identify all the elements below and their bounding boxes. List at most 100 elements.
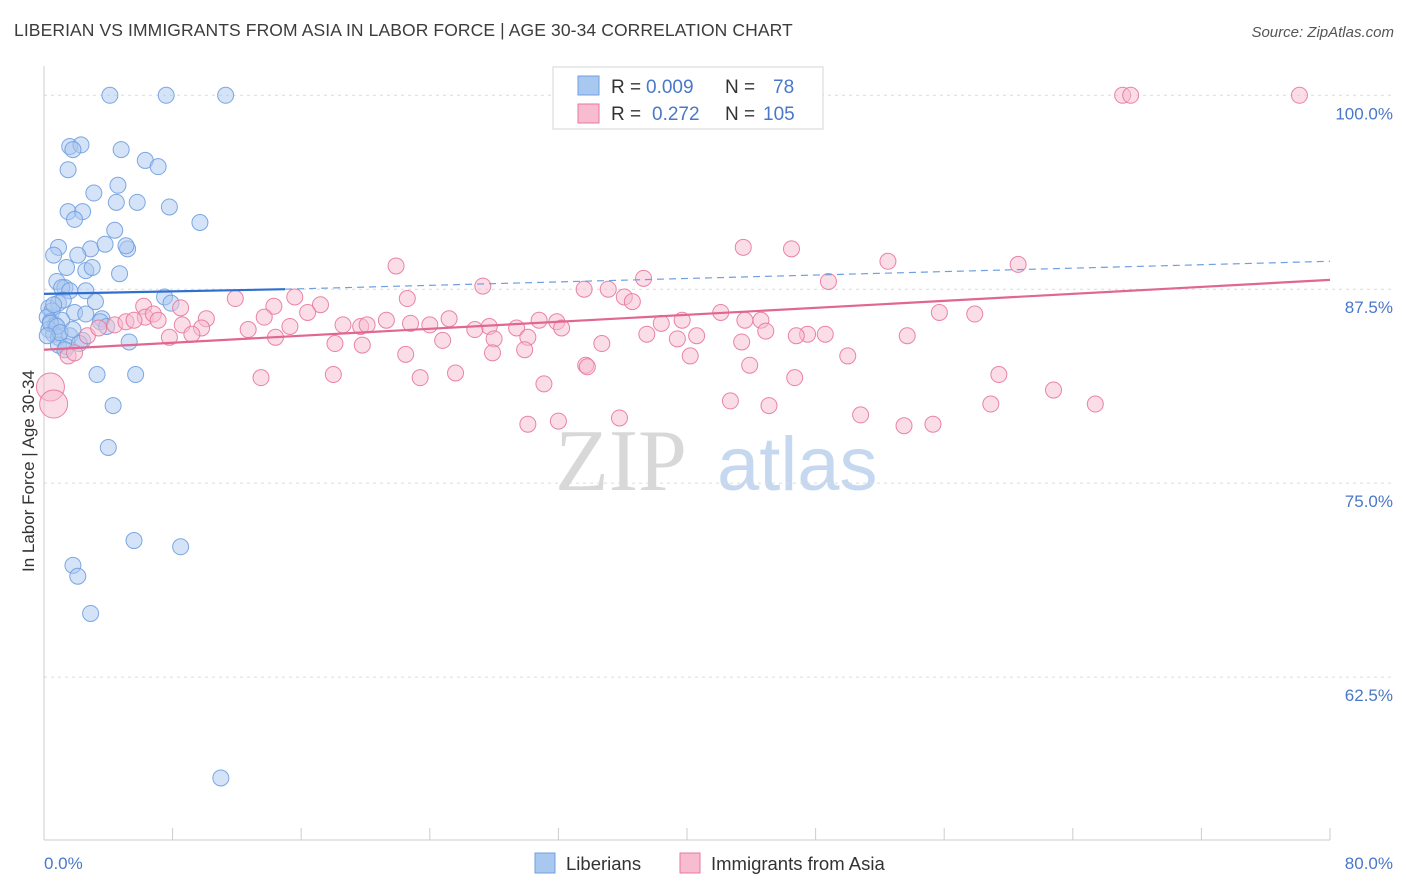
liberian-point-10 bbox=[109, 176, 127, 194]
bottom-legend-swatch-immigrants bbox=[679, 852, 701, 874]
asia-point-51 bbox=[757, 322, 775, 340]
asia-point-88 bbox=[519, 415, 537, 433]
asia-point-55 bbox=[485, 330, 503, 348]
liberian-point-6 bbox=[112, 141, 130, 159]
asia-point-63 bbox=[733, 333, 751, 351]
asia-point-90 bbox=[982, 395, 1000, 413]
asia-point-79 bbox=[411, 369, 429, 387]
legend-n-label-2: N = bbox=[725, 104, 755, 125]
asia-point-76 bbox=[578, 358, 596, 376]
asia-point-41 bbox=[334, 316, 352, 334]
asia-point-102 bbox=[924, 415, 942, 433]
asia-point-46 bbox=[421, 316, 439, 334]
asia-point-64 bbox=[787, 327, 805, 345]
asia-point-103 bbox=[990, 366, 1008, 384]
asia-point-82 bbox=[721, 392, 739, 410]
asia-point-44 bbox=[377, 311, 395, 329]
asia-point-69 bbox=[397, 345, 415, 363]
asia-point-52 bbox=[688, 327, 706, 345]
x-tick-label-1: 80.0% bbox=[1345, 854, 1393, 873]
liberian-point-63 bbox=[99, 438, 117, 456]
asia-point-68 bbox=[516, 341, 534, 359]
bottom-legend-label-liberians: Liberians bbox=[566, 853, 641, 874]
liberian-point-30 bbox=[111, 265, 129, 283]
liberian-point-18 bbox=[66, 210, 84, 228]
liberian-point-64 bbox=[125, 532, 143, 550]
asia-point-67 bbox=[353, 336, 371, 354]
asia-point-87 bbox=[610, 409, 628, 427]
asia-point-62 bbox=[668, 330, 686, 348]
asia-point-101 bbox=[1086, 395, 1104, 413]
legend-n-value-1: 78 bbox=[773, 77, 794, 98]
asia-point-50 bbox=[466, 321, 484, 339]
axes bbox=[43, 66, 1331, 841]
liberian-point-29 bbox=[83, 258, 101, 276]
asia-point-7 bbox=[635, 269, 653, 287]
watermark-zip: ZIP bbox=[555, 413, 687, 510]
asia-point-58 bbox=[160, 328, 178, 346]
asia-point-43 bbox=[358, 316, 376, 334]
liberian-point-74 bbox=[45, 296, 63, 314]
liberian-point-44 bbox=[77, 305, 95, 323]
asia-point-12 bbox=[226, 290, 244, 308]
asia-point-78 bbox=[324, 366, 342, 384]
asia-point-100 bbox=[1009, 255, 1027, 273]
asia-point-65 bbox=[593, 335, 611, 353]
asia-point-86 bbox=[549, 412, 567, 430]
liberian-point-35 bbox=[77, 282, 95, 300]
series-legend: Liberians Immigrants from Asia bbox=[534, 852, 885, 874]
asia-point-27 bbox=[440, 310, 458, 328]
trend-line-liberians-extension bbox=[285, 260, 1331, 290]
asia-point-81 bbox=[535, 375, 553, 393]
asia-point-74 bbox=[741, 356, 759, 374]
liberian-point-67 bbox=[69, 567, 87, 585]
liberian-point-2 bbox=[217, 86, 235, 104]
asia-point-16 bbox=[623, 293, 641, 311]
asia-point-45 bbox=[402, 314, 420, 332]
legend-r-value-2: 0.272 bbox=[652, 104, 700, 125]
liberian-point-69 bbox=[212, 769, 230, 787]
liberian-point-68 bbox=[82, 604, 100, 622]
trend-lines bbox=[43, 260, 1331, 351]
asia-point-30 bbox=[652, 314, 670, 332]
asia-point-57 bbox=[183, 325, 201, 343]
liberian-point-1 bbox=[157, 86, 175, 104]
asia-point-18 bbox=[265, 297, 283, 315]
asia-point-84 bbox=[760, 397, 778, 415]
legend-r-label-2: R = bbox=[611, 104, 641, 125]
asia-point-14 bbox=[398, 290, 416, 308]
liberian-point-60 bbox=[88, 366, 106, 384]
liberian-point-58 bbox=[120, 333, 138, 351]
x-tick-label-0: 0.0% bbox=[44, 854, 83, 873]
asia-point-3 bbox=[734, 238, 752, 256]
liberian-point-8 bbox=[149, 158, 167, 176]
asia-point-96 bbox=[90, 319, 108, 337]
asia-point-17 bbox=[311, 296, 329, 314]
bottom-legend-swatch-liberians bbox=[534, 852, 556, 874]
asia-point-24 bbox=[299, 303, 317, 321]
asia-point-8 bbox=[819, 272, 837, 290]
liberian-point-25 bbox=[45, 246, 63, 264]
stats-legend: R = 0.009 N = 78 R = 0.272 N = 105 bbox=[552, 66, 824, 130]
legend-n-label-1: N = bbox=[725, 77, 755, 98]
series-liberians bbox=[38, 86, 235, 787]
liberian-point-27 bbox=[58, 258, 76, 276]
asia-point-66 bbox=[326, 335, 344, 353]
liberian-point-19 bbox=[106, 221, 124, 239]
liberian-point-5 bbox=[64, 141, 82, 159]
asia-point-2 bbox=[1290, 86, 1308, 104]
liberian-point-13 bbox=[128, 193, 146, 211]
asia-point-99 bbox=[125, 311, 143, 329]
chart-title: LIBERIAN VS IMMIGRANTS FROM ASIA IN LABO… bbox=[14, 20, 793, 40]
liberian-point-11 bbox=[85, 184, 103, 202]
asia-point-70 bbox=[483, 344, 501, 362]
asia-point-6 bbox=[387, 257, 405, 275]
asia-point-20 bbox=[172, 299, 190, 317]
x-tick-labels: 0.0% 80.0% bbox=[44, 854, 1393, 873]
liberian-point-16 bbox=[160, 198, 178, 216]
asia-point-13 bbox=[286, 288, 304, 306]
legend-r-value-1: 0.009 bbox=[646, 77, 694, 98]
grid-lines bbox=[44, 94, 1395, 678]
asia-point-85 bbox=[895, 417, 913, 435]
liberian-point-26 bbox=[69, 246, 87, 264]
